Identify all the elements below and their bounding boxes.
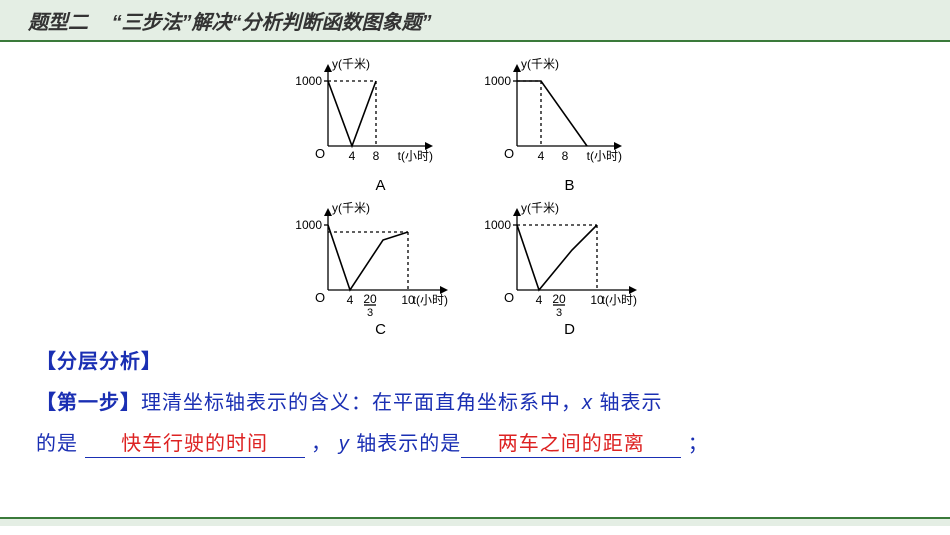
- svg-text:O: O: [504, 146, 514, 161]
- chart-d: y(千米) 1000 t(小时) O 4 203 10 D: [477, 200, 662, 340]
- chart-caption: D: [477, 321, 662, 338]
- svg-text:10: 10: [401, 293, 415, 307]
- chart-caption: C: [288, 321, 473, 338]
- svg-text:t(小时): t(小时): [398, 149, 433, 163]
- y-var: y: [339, 433, 350, 455]
- svg-text:y(千米): y(千米): [332, 201, 370, 215]
- line2-a: 的是: [36, 433, 85, 455]
- svg-text:4: 4: [536, 293, 543, 307]
- svg-text:4: 4: [347, 293, 354, 307]
- blank-2: 两车之间的距离: [461, 433, 681, 458]
- svg-text:20: 20: [363, 292, 377, 306]
- line2-c: 轴表示的是: [350, 433, 462, 455]
- svg-text:O: O: [315, 146, 325, 161]
- chart-caption: B: [477, 177, 662, 194]
- svg-text:20: 20: [552, 292, 566, 306]
- svg-text:8: 8: [562, 149, 569, 163]
- svg-text:4: 4: [538, 149, 545, 163]
- line2-d: ；: [681, 433, 709, 455]
- svg-text:3: 3: [367, 307, 373, 318]
- svg-text:1000: 1000: [295, 218, 322, 232]
- blank-1: 快车行驶的时间: [85, 433, 305, 458]
- chart-grid: y(千米) 1000 t(小时) O 4 8 A y(千米) 1000 t(小时) O 4 8 B y(…: [288, 56, 662, 340]
- svg-text:10: 10: [590, 293, 604, 307]
- chart-b: y(千米) 1000 t(小时) O 4 8 B: [477, 56, 662, 196]
- line1-a: 理清坐标轴表示的含义：在平面直角坐标系中，: [141, 392, 582, 414]
- footer-bar: [0, 517, 950, 526]
- svg-text:1000: 1000: [484, 218, 511, 232]
- section-label: 【分层分析】: [36, 342, 914, 383]
- svg-text:t(小时): t(小时): [413, 293, 448, 307]
- step-label: 【第一步】: [36, 392, 141, 414]
- svg-text:3: 3: [556, 307, 562, 318]
- chart-c: y(千米) 1000 t(小时) O 4 203 10 C: [288, 200, 473, 340]
- svg-text:t(小时): t(小时): [602, 293, 637, 307]
- analysis-body: 【分层分析】 【第一步】理清坐标轴表示的含义：在平面直角坐标系中，x 轴表示 的…: [0, 340, 950, 465]
- svg-text:8: 8: [373, 149, 380, 163]
- line2-b: ，: [305, 433, 339, 455]
- page-title: 题型二 “三步法”解决“分析判断函数图象题”: [28, 6, 432, 35]
- title-part1: 题型二: [28, 12, 88, 34]
- line1-b: 轴表示: [593, 392, 663, 414]
- svg-text:1000: 1000: [295, 74, 322, 88]
- chart-caption: A: [288, 177, 473, 194]
- step-text: 【第一步】理清坐标轴表示的含义：在平面直角坐标系中，x 轴表示: [36, 383, 914, 424]
- svg-text:O: O: [315, 290, 325, 305]
- svg-text:y(千米): y(千米): [332, 57, 370, 71]
- svg-text:O: O: [504, 290, 514, 305]
- x-var: x: [582, 392, 593, 414]
- title-bar: 题型二 “三步法”解决“分析判断函数图象题”: [0, 0, 950, 42]
- svg-text:4: 4: [349, 149, 356, 163]
- svg-text:t(小时): t(小时): [587, 149, 622, 163]
- chart-a: y(千米) 1000 t(小时) O 4 8 A: [288, 56, 473, 196]
- svg-text:y(千米): y(千米): [521, 201, 559, 215]
- step-text-2: 的是 快车行驶的时间 ， y 轴表示的是两车之间的距离 ；: [36, 424, 914, 465]
- svg-text:y(千米): y(千米): [521, 57, 559, 71]
- svg-text:1000: 1000: [484, 74, 511, 88]
- chart-area: y(千米) 1000 t(小时) O 4 8 A y(千米) 1000 t(小时) O 4 8 B y(…: [0, 56, 950, 340]
- title-part2: “三步法”解决“分析判断函数图象题”: [112, 12, 432, 34]
